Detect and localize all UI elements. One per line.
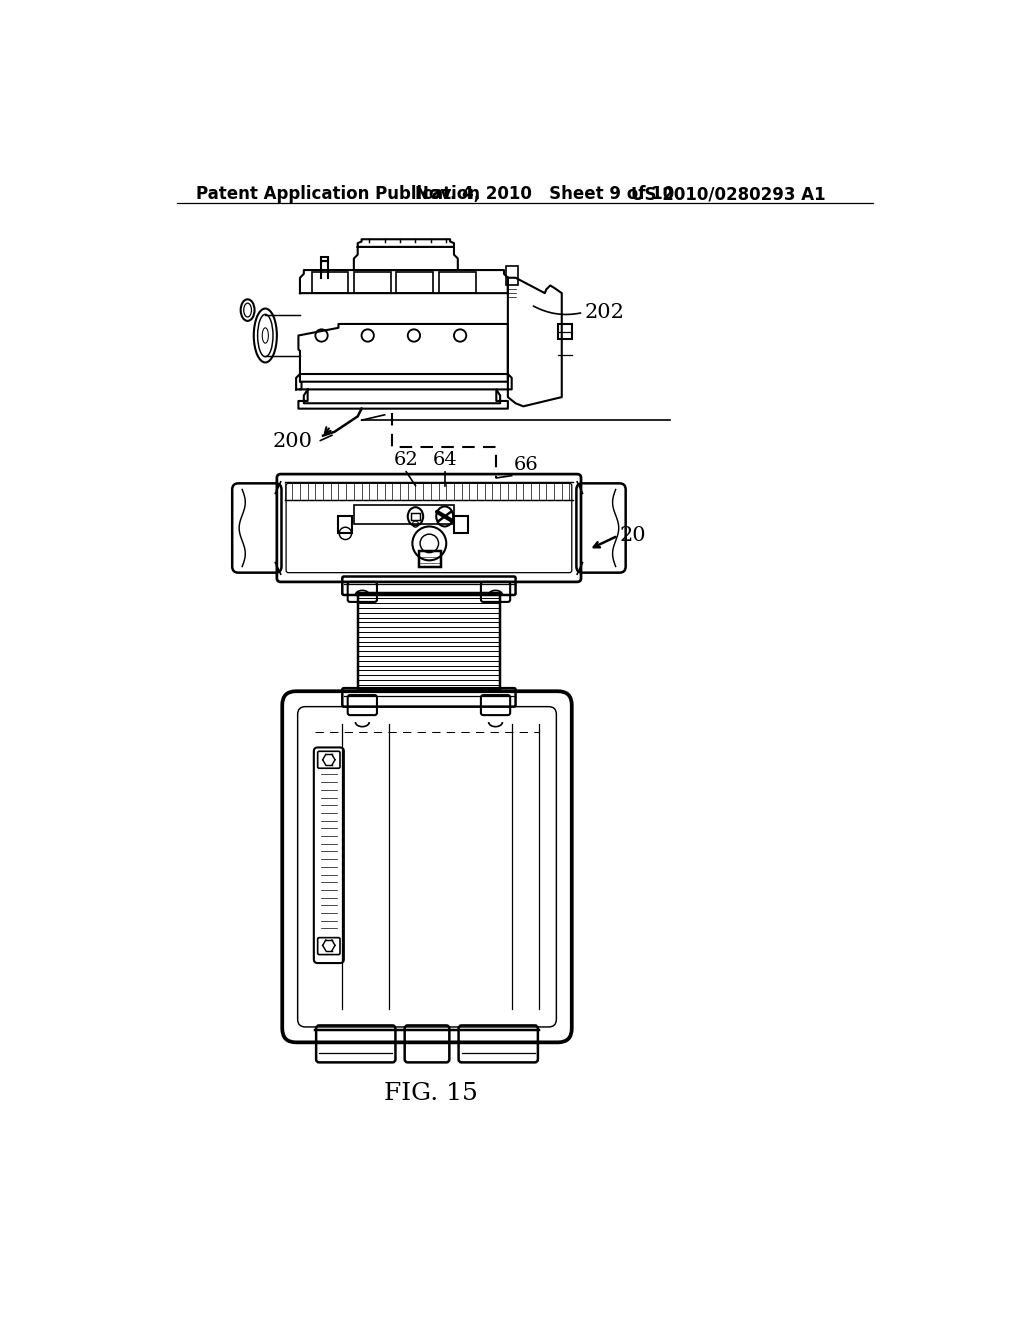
Text: 202: 202	[585, 302, 625, 322]
Bar	[396, 272, 433, 293]
Text: FIG. 15: FIG. 15	[384, 1082, 478, 1105]
Text: 200: 200	[273, 432, 313, 451]
Bar	[506, 267, 518, 285]
Bar	[411, 512, 420, 520]
Bar	[558, 323, 571, 339]
Text: 64: 64	[432, 451, 457, 469]
Bar	[354, 506, 454, 524]
Bar	[438, 272, 475, 293]
Bar	[357, 594, 500, 689]
Bar	[321, 257, 329, 261]
Text: Nov. 4, 2010   Sheet 9 of 10: Nov. 4, 2010 Sheet 9 of 10	[416, 185, 675, 203]
Bar	[339, 516, 352, 533]
Bar	[419, 552, 441, 566]
Text: 62: 62	[394, 451, 419, 469]
Text: 20: 20	[620, 527, 646, 545]
Text: 66: 66	[514, 457, 539, 474]
Bar	[311, 272, 348, 293]
Text: Patent Application Publication: Patent Application Publication	[196, 185, 480, 203]
Bar	[354, 272, 391, 293]
Text: US 2010/0280293 A1: US 2010/0280293 A1	[631, 185, 825, 203]
Bar	[454, 516, 468, 533]
